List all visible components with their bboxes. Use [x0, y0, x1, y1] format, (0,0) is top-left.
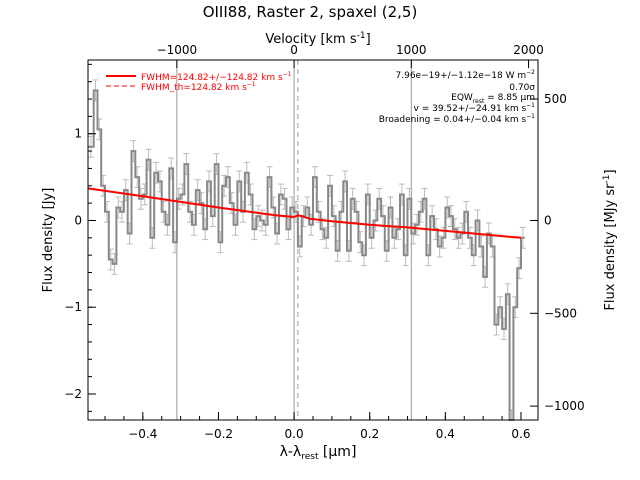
legend: FWHM=124.82+/−124.82 km s−1 FWHM_th=124.… — [106, 71, 292, 93]
annotation-flux: 7.96e−19+/−1.12e−18 W m−2 — [396, 69, 536, 81]
guide-lines — [176, 60, 412, 420]
y-axis-label: Flux density [Jy] — [41, 188, 56, 293]
y-tick-label-3: 1 — [74, 127, 82, 141]
x2-tick-label-2: 1000 — [396, 43, 427, 57]
x2-axis-label-text: Velocity [km s — [265, 32, 357, 47]
x-tick-label-0: −0.4 — [128, 427, 157, 441]
annotation-broadening: Broadening = 0.04+/−0.04 km s−1 — [379, 113, 535, 125]
fit-series — [87, 187, 522, 239]
x-tick-label-4: 0.4 — [436, 427, 455, 441]
x-tick-label-5: 0.6 — [511, 427, 530, 441]
x-axis-label: λ-λrest [μm] — [280, 444, 357, 462]
x2-tick-label-3: 2000 — [513, 43, 544, 57]
axis-ticks: −0.4 −0.2 0.0 0.2 0.4 0.6 −2 −1 0 1 −1000 0 1000 2000… — [64, 43, 584, 441]
fit-annotations: 7.96e−19+/−1.12e−18 W m−2 0.70σ EQWrest … — [379, 69, 536, 125]
y2-tick-label-0: 500 — [544, 92, 567, 106]
x2-axis-label-sup: -1 — [357, 31, 366, 41]
x2-axis-label-end: ] — [366, 32, 371, 47]
annotation-velocity: v = 39.52+/−24.91 km s−1 — [414, 102, 536, 114]
annotation-sigma: 0.70σ — [509, 83, 535, 93]
x2-tick-label-0: −1000 — [157, 43, 198, 57]
x2-axis-label: Velocity [km s-1] — [265, 31, 370, 47]
error-bars — [87, 79, 526, 421]
y-tick-label-1: −1 — [64, 300, 82, 314]
y2-tick-label-1: 0 — [544, 213, 552, 227]
spectrum-series — [88, 89, 525, 421]
legend-label-1: FWHM_th=124.82 km s−1 — [141, 81, 256, 93]
y-tick-label-2: 0 — [74, 213, 82, 227]
x2-tick-label-1: 0 — [290, 43, 298, 57]
plot-area — [87, 60, 526, 421]
x-tick-label-1: −0.2 — [204, 427, 233, 441]
x-tick-label-3: 0.2 — [360, 427, 379, 441]
y2-tick-label-3: −1000 — [544, 399, 585, 413]
y2-axis-label: Flux density [MJy sr-1] — [602, 169, 618, 310]
annotation-eqw: EQWrest = 8.85 μm — [451, 93, 535, 105]
legend-label-0: FWHM=124.82+/−124.82 km s−1 — [141, 71, 292, 83]
y2-tick-label-2: −500 — [544, 306, 577, 320]
chart-title: OIII88, Raster 2, spaxel (2,5) — [203, 3, 418, 21]
plot-frame — [87, 59, 539, 421]
y-tick-label-0: −2 — [64, 387, 82, 401]
x-tick-label-2: 0.0 — [285, 427, 304, 441]
